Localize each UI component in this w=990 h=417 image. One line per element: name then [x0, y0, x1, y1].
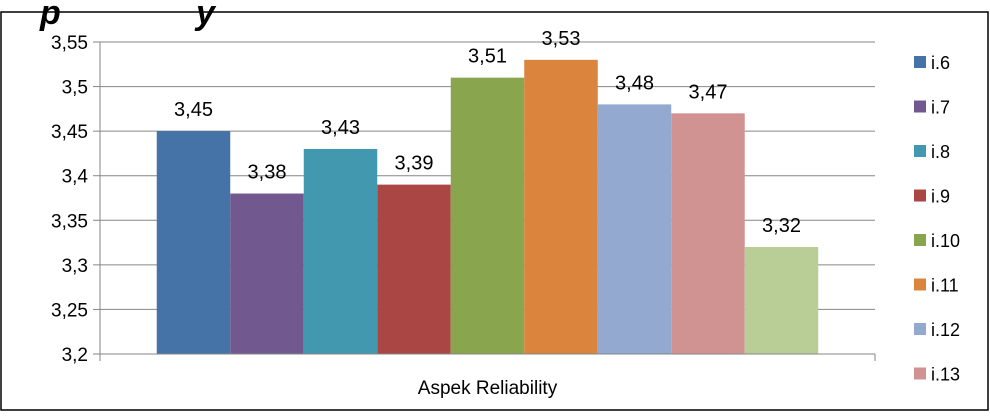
legend-swatch [914, 56, 926, 68]
bar [377, 184, 451, 354]
data-label: 3,32 [762, 215, 801, 237]
bar [230, 193, 304, 354]
y-tick-label: 3,25 [51, 300, 88, 321]
chart-border [0, 11, 989, 411]
data-label: 3,38 [248, 162, 287, 184]
legend-label: i.8 [931, 142, 950, 162]
data-label: 3,53 [542, 28, 581, 50]
y-tick-label: 3,55 [51, 33, 88, 54]
data-label: 3,39 [395, 153, 434, 175]
title-fragment: p [39, 0, 61, 32]
legend-label: i.10 [931, 231, 960, 251]
y-tick-label: 3,3 [62, 256, 88, 277]
legend-label: i.9 [931, 187, 950, 207]
legend-swatch [914, 323, 926, 335]
data-labels: 3,45 3,38 3,43 3,39 3,51 3,53 3,48 3,47 3,32 [174, 28, 801, 237]
y-tick-label: 3,5 [62, 78, 88, 99]
x-category-label: Aspek Reliability [418, 378, 558, 399]
bar [671, 113, 745, 354]
legend-swatch [914, 278, 926, 291]
data-label: 3,47 [689, 81, 728, 103]
legend-label: i.7 [931, 98, 950, 118]
legend-swatch [914, 145, 926, 157]
title-fragment: y [194, 0, 217, 32]
legend-label: i.6 [931, 53, 950, 73]
bar [450, 77, 525, 355]
bar [744, 247, 819, 354]
data-label: 3,45 [174, 99, 213, 121]
legend-label: i.11 [931, 276, 959, 296]
legend: i.6 i.7 i.8 i.9 i.10 i.11 i.12 i.13 [914, 53, 960, 385]
y-tick-label: 3,45 [51, 122, 88, 143]
bars [156, 59, 819, 355]
legend-swatch [914, 189, 926, 202]
bar [303, 148, 378, 354]
legend-label: i.13 [931, 365, 960, 385]
y-tick-label: 3,4 [62, 167, 89, 188]
bar [156, 131, 231, 354]
bar [597, 104, 672, 355]
legend-swatch [914, 100, 926, 113]
bar [524, 59, 598, 354]
data-label: 3,51 [468, 46, 507, 68]
data-label: 3,43 [321, 117, 360, 139]
legend-swatch [914, 367, 926, 380]
legend-swatch [914, 234, 926, 246]
y-tick-label: 3,35 [51, 211, 88, 232]
legend-label: i.12 [931, 320, 960, 340]
y-tick-label: 3,2 [62, 345, 88, 366]
axes: 3,2 3,25 3,3 3,35 3,4 3,45 3,5 3,55 Aspek Reliab… [51, 33, 876, 399]
data-label: 3,48 [615, 72, 654, 94]
